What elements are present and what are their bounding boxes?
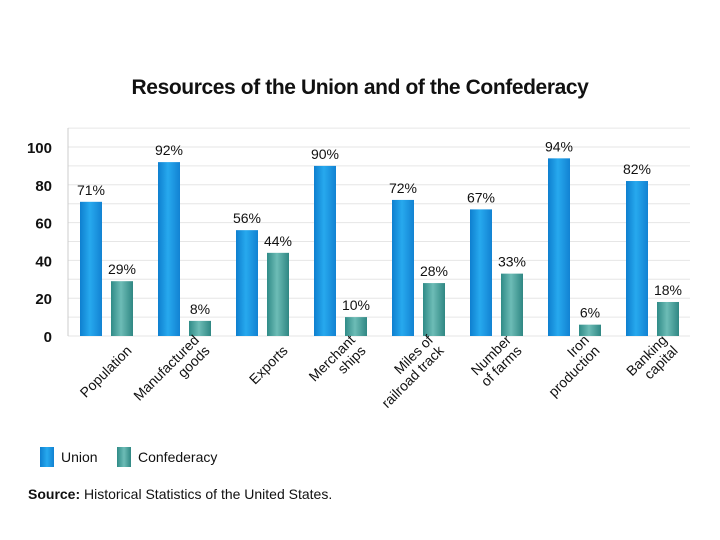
bar-confederacy: [423, 283, 445, 336]
data-label: 6%: [580, 305, 600, 321]
category-label-line: Population: [77, 342, 135, 400]
bars: [80, 158, 679, 336]
bar-confederacy: [501, 273, 523, 336]
data-label: 92%: [155, 142, 183, 158]
legend-label-union: Union: [61, 449, 98, 465]
category-label: Population: [77, 342, 135, 400]
legend-item-union: Union: [40, 447, 98, 467]
data-label: 94%: [545, 138, 573, 154]
data-label: 33%: [498, 254, 526, 270]
data-label: 72%: [389, 180, 417, 196]
data-label: 10%: [342, 297, 370, 313]
y-tick-label: 0: [44, 329, 52, 346]
source-text: Historical Statistics of the United Stat…: [80, 486, 333, 502]
bar-union: [80, 201, 102, 336]
bar-union: [158, 162, 180, 336]
y-tick-label: 80: [35, 178, 52, 195]
bar-confederacy: [657, 301, 679, 336]
chart-title: Resources of the Union and of the Confed…: [131, 76, 589, 99]
category-label-line: Exports: [246, 342, 291, 387]
source-note: Source: Historical Statistics of the Uni…: [28, 486, 332, 502]
data-label: 90%: [311, 146, 339, 162]
bar-confederacy: [111, 281, 133, 336]
y-tick-label: 60: [35, 216, 52, 233]
data-label: 18%: [654, 282, 682, 298]
category-label: Exports: [246, 342, 291, 387]
legend-item-confederacy: Confederacy: [117, 447, 217, 467]
data-label: 71%: [77, 182, 105, 198]
legend-swatch-union: [40, 447, 54, 467]
y-tick-label: 20: [35, 291, 52, 308]
y-tick-label: 100: [27, 140, 52, 157]
y-tick-label: 40: [35, 253, 52, 270]
data-label: 44%: [264, 233, 292, 249]
legend-label-confederacy: Confederacy: [138, 449, 218, 465]
data-label: 29%: [108, 261, 136, 277]
grid-lines: [68, 127, 690, 337]
bar-union: [470, 209, 492, 336]
bar-confederacy: [345, 317, 367, 336]
legend-swatch-confederacy: [117, 447, 131, 467]
bar-union: [236, 230, 258, 336]
bar-confederacy: [189, 320, 211, 336]
data-label: 28%: [420, 263, 448, 279]
data-label: 8%: [190, 301, 210, 317]
data-label: 82%: [623, 161, 651, 177]
bar-union: [548, 158, 570, 336]
bar-confederacy: [579, 324, 601, 336]
y-axis: 0 20 40 60 80 100: [27, 128, 69, 346]
data-label: 67%: [467, 189, 495, 205]
source-label: Source:: [28, 486, 81, 502]
bar-union: [626, 181, 648, 336]
data-labels: 71% 29% 92% 8% 56%44% 90% 10% 72% 28% 67% 33% 94% 6%…: [77, 138, 682, 320]
data-label: 56%: [233, 210, 261, 226]
bar-union: [314, 165, 336, 336]
bar-union: [392, 199, 414, 336]
bar-confederacy: [267, 252, 289, 336]
